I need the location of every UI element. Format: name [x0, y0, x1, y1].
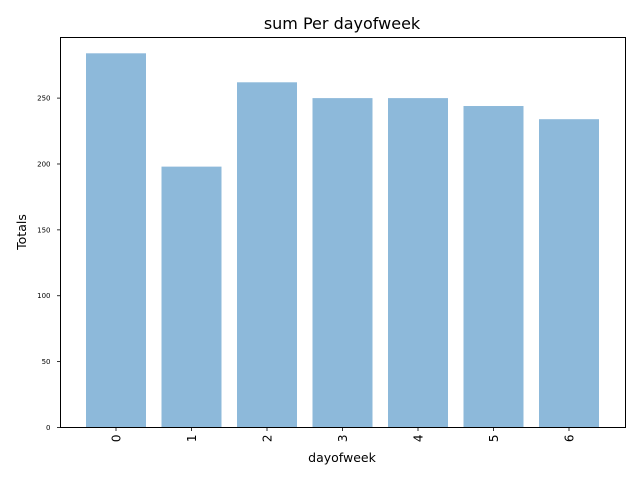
- y-tick-label: 50: [42, 358, 51, 366]
- x-tick-label: 0: [110, 435, 124, 443]
- y-tick-label: 250: [37, 95, 50, 103]
- x-axis-ticks: 0 1 2 3 4 5 6: [110, 427, 577, 443]
- x-tick-label: 5: [487, 435, 501, 443]
- y-tick-label: 100: [37, 292, 50, 300]
- bar-1: [161, 166, 222, 428]
- y-tick-label: 0: [46, 424, 50, 432]
- x-tick-label: 6: [563, 435, 577, 443]
- chart-title: sum Per dayofweek: [264, 14, 421, 33]
- y-tick-label: 200: [37, 160, 50, 168]
- bar-2: [237, 82, 297, 428]
- bar-6: [539, 119, 599, 428]
- x-axis-label: dayofweek: [308, 450, 376, 465]
- bar-5: [463, 106, 524, 428]
- bar-3: [312, 98, 373, 428]
- plot-area-frame: [60, 37, 626, 428]
- bar-0: [86, 53, 146, 428]
- y-tick-label: 150: [37, 226, 50, 234]
- x-tick-label: 3: [336, 435, 350, 443]
- y-axis-label: Totals: [14, 214, 29, 251]
- x-tick-label: 1: [185, 435, 199, 443]
- bars-layer: [86, 53, 599, 428]
- x-tick-label: 4: [412, 435, 426, 443]
- x-tick-label: 2: [261, 435, 275, 443]
- bar-4: [388, 98, 448, 428]
- y-axis-ticks: 0 50 100 150 200 250: [37, 95, 61, 432]
